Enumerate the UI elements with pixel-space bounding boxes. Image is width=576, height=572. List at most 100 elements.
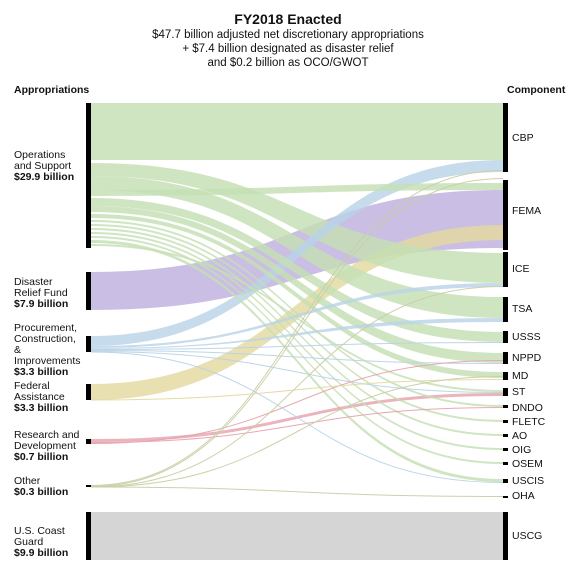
flow-other-to-cbp (90, 170, 504, 486)
source-label-operations-and-support: Operations and Support $29.9 billion (14, 150, 84, 183)
source-name-line: Assistance (14, 391, 65, 403)
flow-procurement-construction-improvements-to-tsa (91, 318, 503, 349)
component-label-uscg: USCG (512, 530, 543, 542)
component-label-fema: FEMA (512, 205, 542, 217)
flow-federal-assistance-to-md (90, 379, 504, 401)
component-label-cbp: CBP (512, 132, 534, 144)
source-name-line: Procurement, (14, 322, 78, 334)
component-label-nppd: NPPD (512, 352, 542, 364)
flow-operations-and-support-to-fema (91, 183, 503, 196)
source-bar-research-and-development (86, 439, 91, 444)
component-label-oha: OHA (512, 490, 535, 502)
source-bar-operations-and-support (86, 103, 91, 248)
component-bar-uscg (503, 512, 508, 560)
flow-operations-and-support-to-uscis (91, 240, 503, 482)
component-bar-fletc (503, 420, 508, 423)
source-name-line: U.S. Coast (14, 525, 65, 537)
flow-operations-and-support-to-st (91, 244, 503, 392)
source-name-line: Research and (14, 429, 80, 441)
source-amount: $7.9 billion (14, 298, 69, 310)
source-label-federal-assistance: Federal Assistance $3.3 billion (14, 381, 84, 414)
component-bar-st (503, 388, 508, 396)
component-bar-dndo (503, 405, 508, 408)
component-bar-ice (503, 252, 508, 287)
component-bar-usss (503, 331, 508, 343)
subtitle-line-1: $47.7 billion adjusted net discretionary… (152, 29, 424, 41)
subtitle-line-3: and $0.2 billion as OCO/GWOT (207, 57, 369, 69)
source-name-line: Development (14, 440, 76, 452)
source-name-line: Other (14, 475, 41, 487)
component-label-tsa: TSA (512, 303, 533, 315)
component-label-fletc: FLETC (512, 416, 546, 428)
source-bar-u-s-coast-guard (86, 512, 91, 560)
source-amount: $0.3 billion (14, 486, 69, 498)
component-bar-fema (503, 180, 508, 250)
flow-procurement-construction-improvements-to-usss (90, 342, 504, 350)
source-amount: $29.9 billion (14, 171, 75, 183)
component-bar-oig (503, 448, 508, 451)
component-label-osem: OSEM (512, 458, 543, 470)
flow-procurement-construction-improvements-to-nppd (90, 350, 504, 364)
source-label-research-and-development: Research and Development $0.7 billion (14, 430, 84, 463)
flow-operations-and-support-to-usss (91, 198, 503, 342)
flow-other-to-oha (90, 486, 504, 497)
component-bar-ao (503, 434, 508, 437)
flow-procurement-construction-improvements-to-st (90, 351, 504, 393)
source-name-line: and Support (14, 160, 72, 172)
flow-operations-and-support-to-oig (91, 232, 503, 450)
component-bar-oha (503, 496, 508, 498)
component-bar-cbp (503, 103, 508, 172)
source-amount: $0.7 billion (14, 451, 69, 463)
flow-procurement-construction-improvements-to-cbp (91, 160, 503, 346)
flow-procurement-construction-improvements-to-uscis (90, 351, 504, 483)
flow-operations-and-support-to-osem (91, 236, 503, 464)
source-name-line: Relief Fund (14, 287, 68, 299)
source-label-procurement-construction-improvements: Procurement, Construction, & Improvements $… (14, 323, 84, 378)
source-name-line: Guard (14, 536, 44, 548)
source-name-line: Operations (14, 149, 66, 161)
component-label-usss: USSS (512, 331, 541, 343)
flow-operations-and-support-to-cbp (91, 103, 503, 160)
component-label-ao: AO (512, 430, 528, 442)
source-bar-federal-assistance (86, 384, 91, 400)
flow-operations-and-support-to-fletc (91, 224, 503, 422)
source-label-u-s-coast-guard: U.S. Coast Guard $9.9 billion (14, 526, 84, 559)
flow-research-and-development-to-dndo (90, 407, 504, 443)
component-label-st: ST (512, 386, 526, 398)
title-block: FY2018 Enacted $47.7 billion adjusted ne… (0, 10, 576, 70)
source-amount: $3.3 billion (14, 402, 69, 414)
source-bar-other (86, 485, 91, 487)
flow-research-and-development-to-nppd (90, 360, 504, 444)
source-bar-procurement-construction-improvements (86, 336, 91, 352)
component-bar-nppd (503, 352, 508, 364)
source-amount: $9.9 billion (14, 547, 69, 559)
subtitle-line-2: + $7.4 billion designated as disaster re… (182, 43, 394, 55)
flow-operations-and-support-to-md (91, 214, 503, 378)
flow-operations-and-support-to-nppd (91, 206, 503, 363)
source-name-line: Disaster (14, 276, 53, 288)
source-bar-disaster-relief-fund (86, 272, 91, 310)
component-bar-md (503, 372, 508, 380)
flow-procurement-construction-improvements-to-ice (91, 283, 503, 348)
flow-u-s-coast-guard-to-uscg (91, 512, 503, 560)
flow-operations-and-support-to-dndo (91, 220, 503, 407)
component-label-uscis: USCIS (512, 475, 545, 487)
flow-operations-and-support-to-tsa (91, 176, 503, 318)
component-bar-uscis (503, 479, 508, 483)
source-name-line: Improvements (14, 355, 81, 367)
component-label-md: MD (512, 370, 529, 382)
component-label-oig: OIG (512, 444, 532, 456)
component-bar-tsa (503, 297, 508, 322)
source-label-disaster-relief-fund: Disaster Relief Fund $7.9 billion (14, 277, 84, 310)
flow-other-to-md (90, 376, 504, 488)
flow-other-to-ice (90, 286, 504, 488)
appropriations-header: Appropriations (14, 84, 90, 96)
component-label-dndo: DNDO (512, 402, 543, 414)
source-name-line: Federal (14, 380, 50, 392)
source-name-line: Construction, & (14, 333, 76, 356)
source-amount: $3.3 billion (14, 366, 69, 378)
source-label-other: Other $0.3 billion (14, 476, 84, 498)
component-bar-osem (503, 462, 508, 465)
flow-operations-and-support-to-ice (91, 163, 503, 283)
